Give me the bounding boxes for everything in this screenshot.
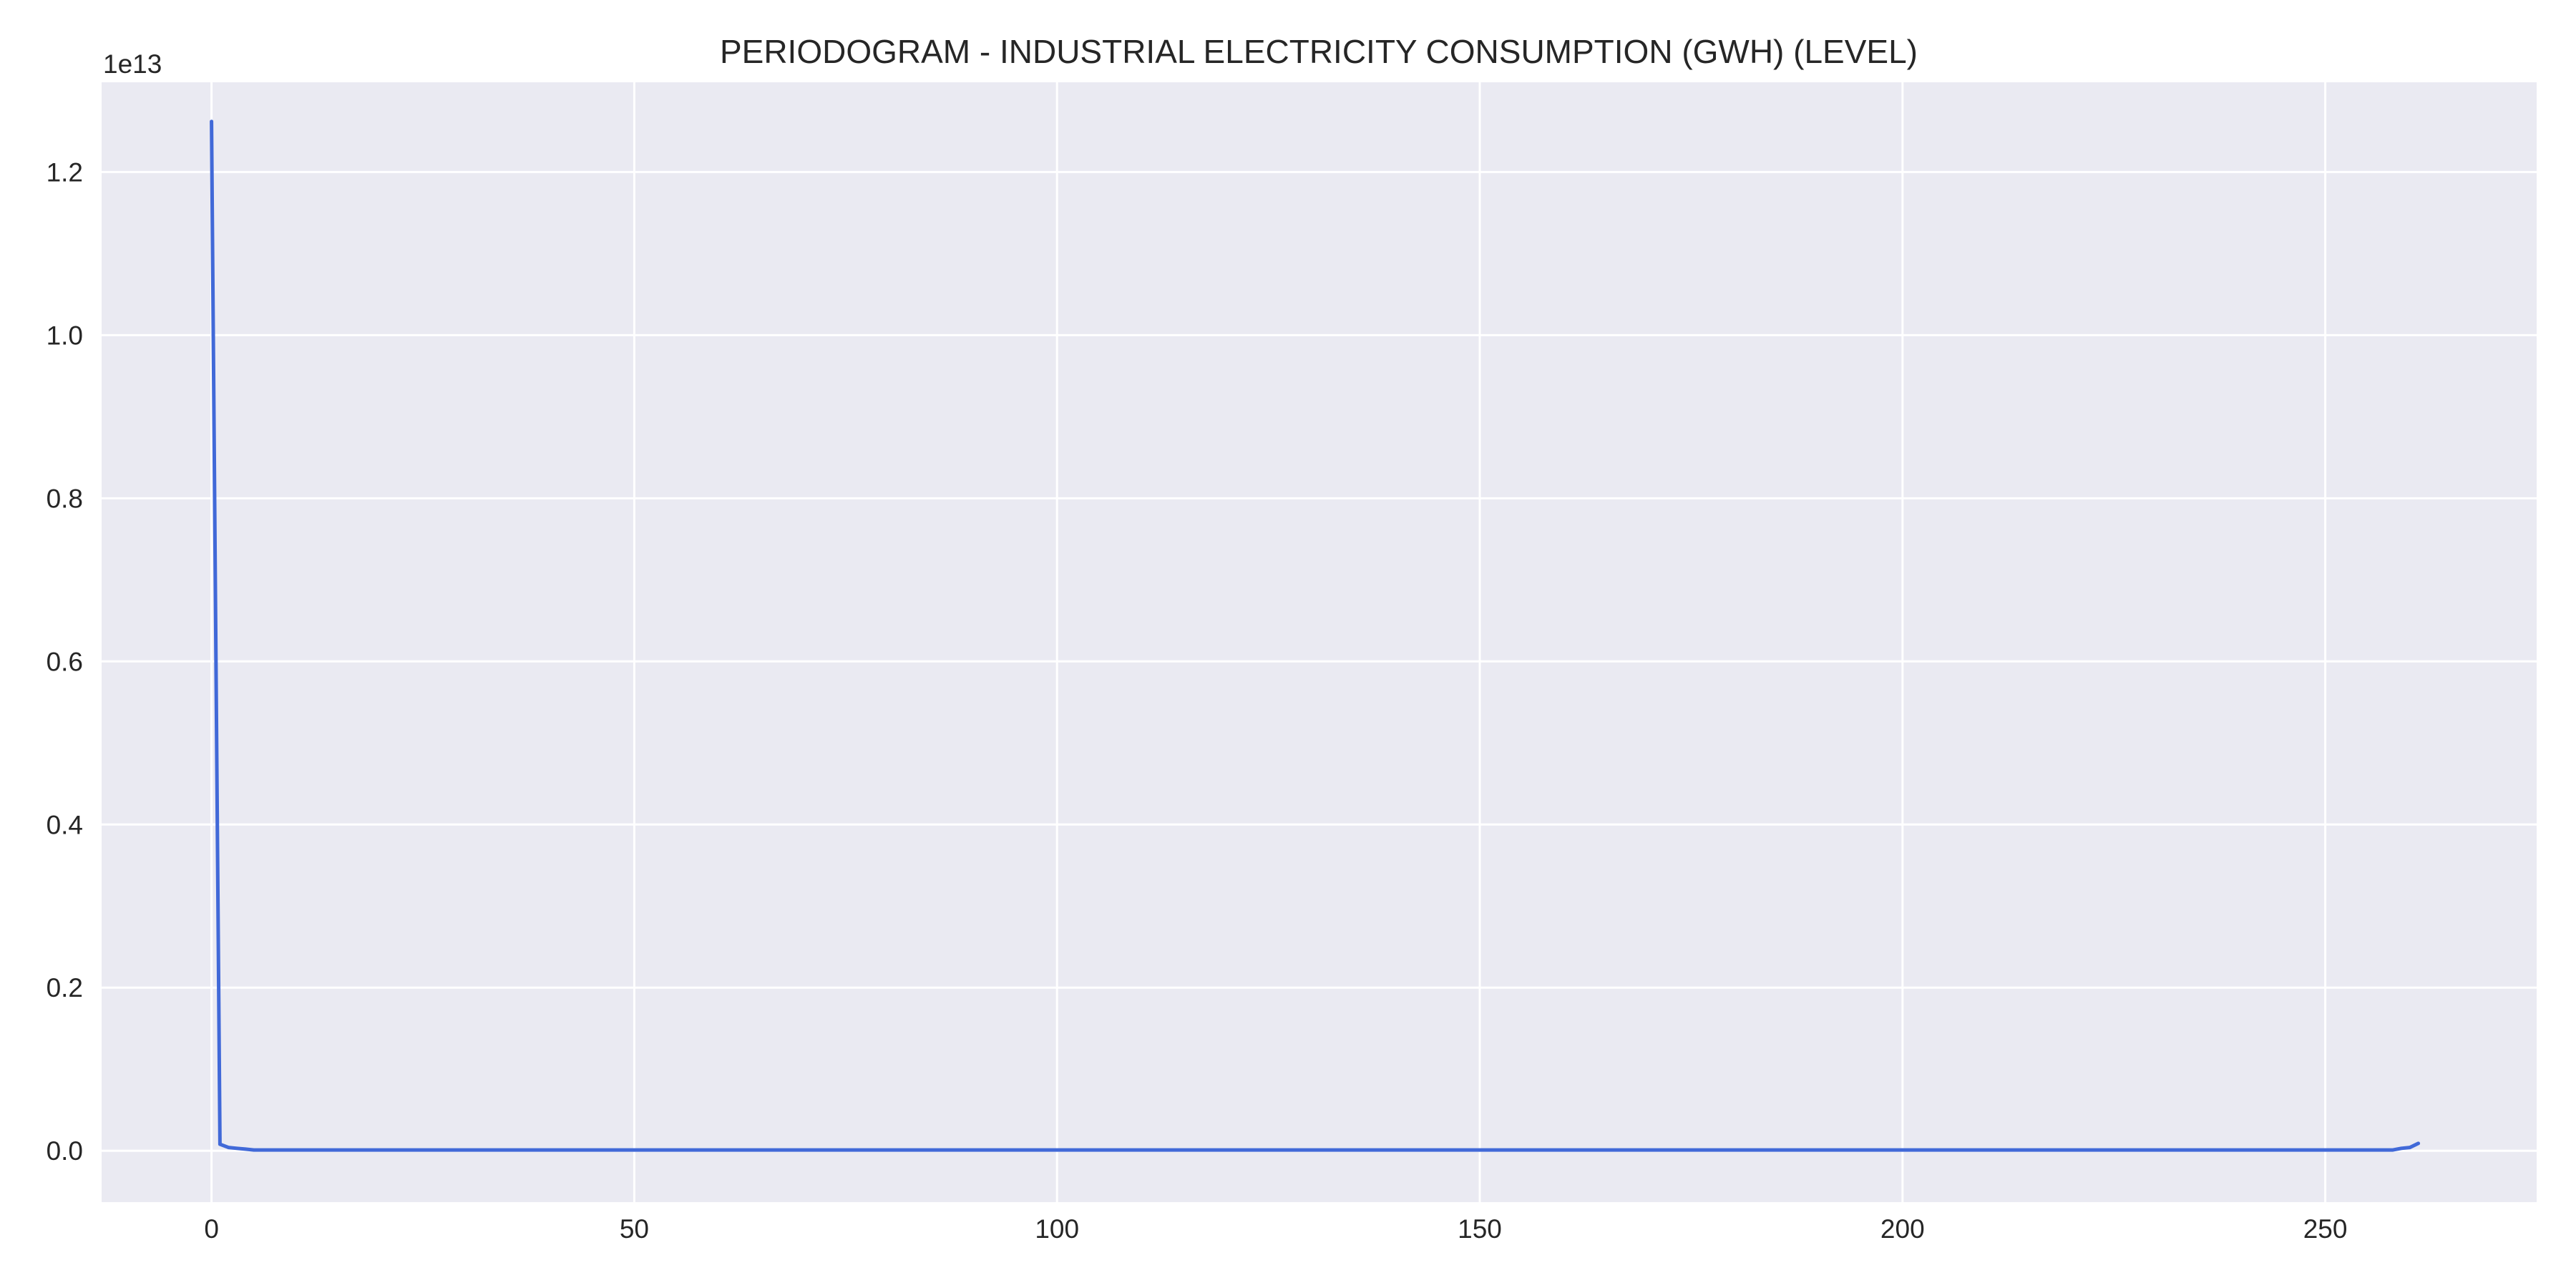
- y-tick-label: 0.6: [47, 647, 83, 676]
- x-axis-ticks: 0 50 100 150 200 250: [204, 1214, 2347, 1244]
- y-tick-label: 0.2: [47, 973, 83, 1002]
- y-axis-ticks: 0.0 0.2 0.4 0.6 0.8 1.0 1.2: [47, 157, 83, 1166]
- plot-area: [102, 82, 2537, 1202]
- y-tick-label: 0.4: [47, 810, 83, 839]
- x-tick-label: 150: [1458, 1214, 1502, 1244]
- periodogram-series-line: [210, 119, 2421, 1152]
- y-tick-label: 0.0: [47, 1136, 83, 1166]
- series-layer: [210, 119, 2421, 1152]
- y-tick-label: 0.8: [47, 484, 83, 513]
- x-tick-label: 100: [1035, 1214, 1079, 1244]
- chart-title: PERIODOGRAM - INDUSTRIAL ELECTRICITY CON…: [720, 33, 1918, 70]
- y-axis-offset-label: 1e13: [103, 49, 162, 79]
- y-tick-label: 1.2: [47, 157, 83, 187]
- x-tick-label: 0: [204, 1214, 219, 1244]
- x-tick-label: 250: [2303, 1214, 2348, 1244]
- x-tick-label: 50: [620, 1214, 649, 1244]
- y-tick-label: 1.0: [47, 321, 83, 350]
- x-tick-label: 200: [1880, 1214, 1925, 1244]
- plot-background: [102, 82, 2537, 1202]
